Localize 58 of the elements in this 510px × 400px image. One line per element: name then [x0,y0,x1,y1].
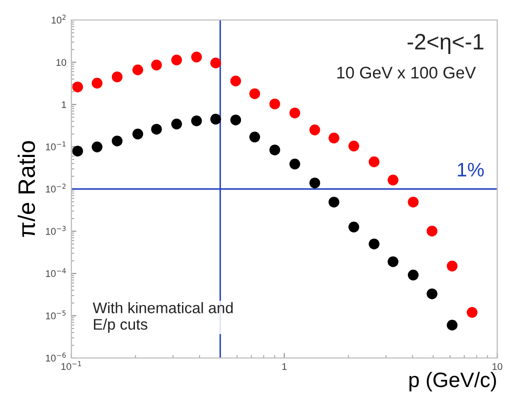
y-tick-label: 10$^{−2}$ [46,184,66,193]
y-tick-label: 10$^{−6}$ [46,352,66,362]
point [408,270,419,280]
annotation: -2<η<-1 [408,34,484,54]
point [191,115,202,126]
point [309,124,320,136]
annotation: 10 GeV x 100 GeV [337,66,476,79]
point [249,88,260,100]
x-axis-title: p (GeV/c) [409,372,496,392]
point [368,156,380,168]
point [348,222,360,232]
point [72,146,84,156]
annotation: With kinematical and E/p cuts [92,302,233,333]
point [309,178,320,188]
point [151,60,162,70]
point [92,78,102,89]
y-tick-label: 1 [62,101,66,108]
point [230,114,242,126]
point [171,118,182,130]
point [92,142,102,152]
y-tick-label: 10$^{−1}$ [46,142,66,150]
y-axis-title: π/e Ratio [18,141,36,237]
point [269,144,280,156]
point [289,108,300,118]
point [289,158,300,170]
point [348,140,360,152]
point [230,76,242,86]
point [426,288,438,300]
y-tick-label: 10$^{−5}$ [46,310,66,320]
y-tick-label: 10$^{2}$ [52,14,66,24]
y-tick-label: 10$^{−4}$ [46,268,66,278]
point [132,64,144,76]
point [269,98,280,110]
point [210,114,222,125]
point [408,196,419,208]
y-tick-label: 10$^{−3}$ [46,226,66,235]
point [171,54,182,66]
point [210,58,222,68]
point [151,124,162,135]
point [191,52,202,62]
point [249,132,260,142]
point [446,320,458,331]
x-tick-label: 1 [282,363,287,370]
point [388,174,398,186]
point [388,256,398,268]
point [328,132,340,144]
point [72,82,84,92]
point [466,307,478,318]
point [112,72,123,82]
point [426,226,438,236]
point [112,136,123,146]
x-tick-label: 10 [492,363,502,370]
point [368,238,380,250]
y-tick-label: 10 [56,58,66,66]
point [328,196,340,208]
ref-line-label: 1% [458,162,484,176]
point [132,128,144,140]
point [446,260,458,272]
